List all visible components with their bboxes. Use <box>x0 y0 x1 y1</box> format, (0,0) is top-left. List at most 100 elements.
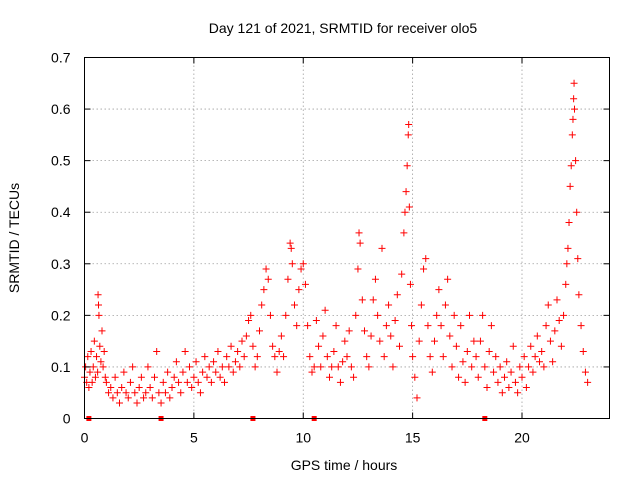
data-point <box>133 399 141 407</box>
data-point <box>544 301 552 309</box>
data-point <box>135 384 143 392</box>
data-point <box>170 373 178 381</box>
data-point <box>188 384 196 392</box>
data-point <box>295 286 303 294</box>
data-point <box>229 368 237 376</box>
data-point <box>212 368 220 376</box>
data-point <box>441 301 449 309</box>
data-point <box>102 378 110 386</box>
data-point <box>339 358 347 366</box>
data-point <box>177 389 185 397</box>
data-point <box>137 373 145 381</box>
data-point <box>317 363 325 371</box>
data-point <box>269 342 277 350</box>
data-point <box>428 368 436 376</box>
y-tick-label: 0.5 <box>51 153 71 169</box>
data-point <box>223 353 231 361</box>
data-point <box>105 389 113 397</box>
data-point <box>203 373 211 381</box>
data-point <box>579 347 587 355</box>
data-point <box>356 239 364 247</box>
data-point <box>122 389 130 397</box>
x-tick-label: 0 <box>81 430 89 446</box>
data-point <box>533 332 541 340</box>
data-point <box>299 260 307 268</box>
data-point <box>557 342 565 350</box>
data-point <box>551 327 559 335</box>
data-point <box>444 275 452 283</box>
data-point <box>205 363 213 371</box>
data-point <box>321 306 329 314</box>
data-point <box>306 353 314 361</box>
data-point <box>287 244 295 252</box>
data-point <box>404 131 412 139</box>
data-point <box>439 353 447 361</box>
data-point <box>461 378 469 386</box>
data-point <box>85 384 93 392</box>
data-point <box>159 378 167 386</box>
data-point <box>490 368 498 376</box>
data-point <box>319 332 327 340</box>
data-point <box>100 347 108 355</box>
data-point <box>555 317 563 325</box>
data-point <box>94 368 102 376</box>
data-point <box>334 363 342 371</box>
data-point <box>275 347 283 355</box>
data-point <box>168 384 176 392</box>
data-point <box>505 384 513 392</box>
data-point <box>466 311 473 319</box>
data-point <box>146 384 154 392</box>
data-point <box>409 353 417 361</box>
data-point <box>350 373 358 381</box>
x-tick-label: 5 <box>190 430 198 446</box>
data-point <box>413 394 421 402</box>
data-point <box>483 384 491 392</box>
data-point <box>166 394 174 402</box>
data-point <box>420 265 428 273</box>
data-point <box>581 368 589 376</box>
data-point <box>405 121 413 129</box>
data-point <box>355 229 363 237</box>
data-point <box>253 353 261 361</box>
data-point <box>347 363 355 371</box>
data-point <box>323 353 331 361</box>
data-point <box>301 280 309 288</box>
data-points <box>81 79 592 407</box>
data-point <box>151 373 158 381</box>
data-point <box>101 373 109 381</box>
data-point <box>308 368 316 376</box>
data-point <box>463 347 471 355</box>
data-point <box>291 301 298 309</box>
data-point <box>476 337 484 345</box>
data-point <box>332 322 340 330</box>
data-point <box>120 368 128 376</box>
data-point <box>126 378 134 386</box>
data-point <box>341 337 349 345</box>
data-point <box>424 322 432 330</box>
data-point <box>207 378 215 386</box>
chart-title: Day 121 of 2021, SRMTID for receiver olo… <box>209 20 478 36</box>
data-point <box>93 353 101 361</box>
y-tick-label: 0.3 <box>51 256 71 272</box>
data-point <box>570 95 578 103</box>
data-point <box>385 301 393 309</box>
data-point <box>455 373 463 381</box>
data-point <box>280 353 288 361</box>
data-point <box>391 317 399 325</box>
data-point <box>536 358 543 366</box>
data-point <box>315 342 323 350</box>
data-point <box>183 378 191 386</box>
data-point <box>553 296 561 304</box>
data-point <box>236 363 244 371</box>
data-point <box>573 208 581 216</box>
data-point <box>225 363 233 371</box>
data-point <box>406 280 414 288</box>
data-point <box>245 317 253 325</box>
data-point <box>374 311 382 319</box>
data-point <box>148 394 156 402</box>
data-point <box>369 296 377 304</box>
data-point <box>84 353 92 361</box>
data-point <box>562 280 570 288</box>
data-point <box>457 322 465 330</box>
